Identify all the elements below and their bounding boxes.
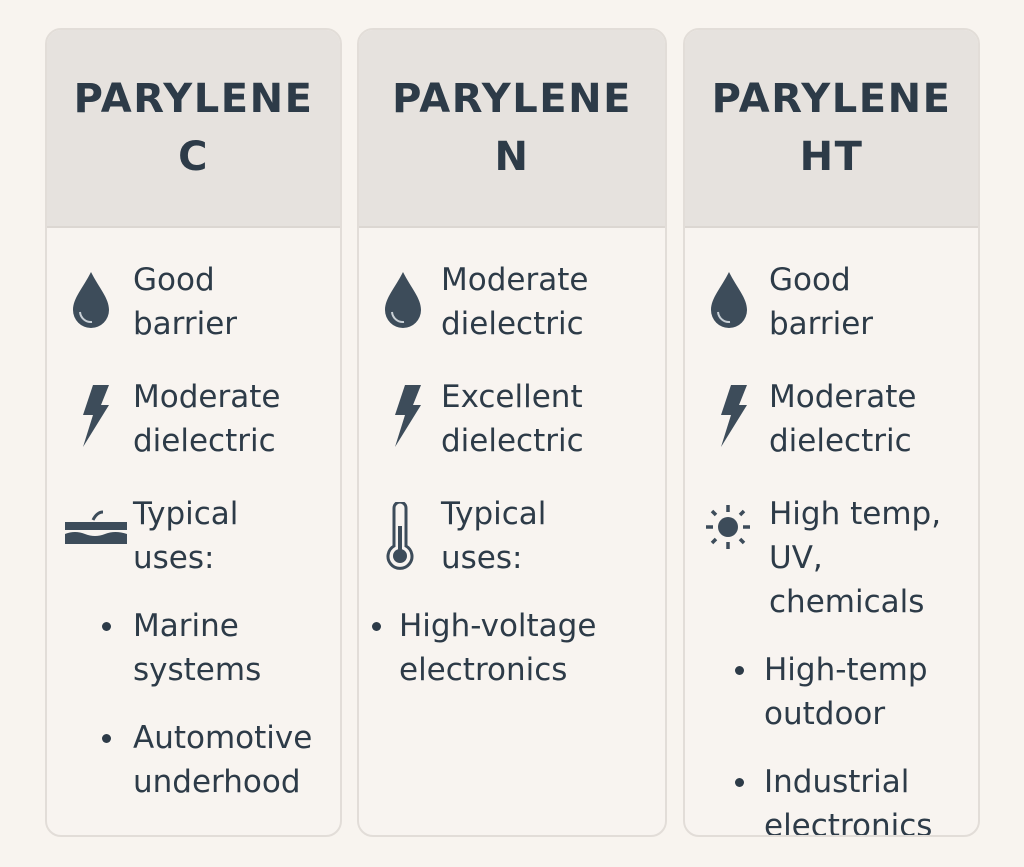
feature-text: Moderate bbox=[133, 379, 281, 415]
card-body: Good barrier Moderate dielectric High temp, U… bbox=[685, 228, 978, 837]
feature-text: Typical bbox=[441, 496, 547, 532]
bullet-icon bbox=[102, 734, 111, 743]
list-item-text: Automotive bbox=[133, 720, 313, 756]
card-header: PARYLENE N bbox=[359, 30, 665, 228]
uses-list: High-voltage electronics bbox=[359, 604, 665, 692]
bullet-icon bbox=[735, 778, 744, 787]
feature-text: dielectric bbox=[441, 423, 584, 459]
feature-text: uses: bbox=[133, 540, 215, 576]
card-header: PARYLENE HT bbox=[685, 30, 978, 228]
list-item: High-voltage electronics bbox=[359, 604, 665, 692]
water-drop-icon bbox=[69, 270, 113, 342]
bullet-icon bbox=[735, 666, 744, 675]
feature-item: High temp, UV, chemicals bbox=[685, 492, 978, 624]
card-column: PARYLENE C Good barrier Moderate dielectric Ty… bbox=[45, 28, 342, 837]
card-title: PARYLENE bbox=[392, 76, 632, 122]
card-column: PARYLENE N Moderate dielectric Excellent diel… bbox=[357, 28, 667, 837]
card-title: C bbox=[178, 134, 209, 180]
feature-text: UV, chemicals bbox=[769, 540, 925, 620]
lightning-icon bbox=[75, 383, 115, 461]
uses-list: High-temp outdoor Industrial electronics bbox=[685, 648, 978, 837]
feature-item: Moderate dielectric bbox=[47, 375, 340, 463]
feature-text: barrier bbox=[133, 306, 238, 342]
feature-text: Moderate bbox=[769, 379, 917, 415]
list-item-text: Marine bbox=[133, 608, 239, 644]
water-drop-icon bbox=[707, 270, 751, 342]
bullet-icon bbox=[372, 622, 381, 631]
feature-text: barrier bbox=[769, 306, 874, 342]
list-item-text: High-voltage bbox=[399, 608, 597, 644]
feature-item: Typical uses: bbox=[359, 492, 665, 580]
card-title: PARYLENE bbox=[711, 76, 952, 122]
thermometer-icon bbox=[383, 500, 417, 584]
water-drop-icon bbox=[381, 270, 425, 342]
card-title: HT bbox=[799, 134, 864, 180]
card-column: PARYLENE HT Good barrier Moderate dielectric H… bbox=[683, 28, 980, 837]
bullet-icon bbox=[102, 622, 111, 631]
feature-item: Good barrier bbox=[47, 258, 340, 346]
feature-item: Excellent dielectric bbox=[359, 375, 665, 463]
feature-item: Typical uses: bbox=[47, 492, 340, 580]
feature-text: dielectric bbox=[441, 306, 584, 342]
list-item-text: Industrial bbox=[764, 764, 910, 800]
lightning-icon bbox=[713, 383, 753, 461]
feature-text: Typical bbox=[133, 496, 239, 532]
list-item: Automotive underhood bbox=[47, 716, 340, 804]
list-item-text: underhood bbox=[133, 764, 301, 800]
uses-list: Marine systems Automotive underhood bbox=[47, 604, 340, 804]
feature-text: uses: bbox=[441, 540, 523, 576]
list-item: High-temp outdoor bbox=[685, 648, 978, 736]
layers-wave-icon bbox=[63, 510, 129, 562]
card-title: PARYLENE bbox=[73, 76, 314, 122]
feature-text: High temp, bbox=[769, 496, 942, 532]
list-item-text: electronics bbox=[764, 808, 933, 837]
feature-text: Good bbox=[769, 262, 851, 298]
feature-text: Excellent bbox=[441, 379, 583, 415]
card-body: Moderate dielectric Excellent dielectric Typ… bbox=[359, 228, 665, 692]
feature-text: dielectric bbox=[769, 423, 912, 459]
list-item-text: electronics bbox=[399, 652, 568, 688]
card-title: N bbox=[494, 134, 530, 180]
feature-text: Good bbox=[133, 262, 215, 298]
list-item-text: High-temp bbox=[764, 652, 928, 688]
list-item: Industrial electronics bbox=[685, 760, 978, 837]
card-header: PARYLENE C bbox=[47, 30, 340, 228]
sun-icon bbox=[705, 504, 751, 562]
feature-item: Moderate dielectric bbox=[359, 258, 665, 346]
list-item-text: systems bbox=[133, 652, 262, 688]
lightning-icon bbox=[387, 383, 427, 461]
feature-text: Moderate bbox=[441, 262, 589, 298]
feature-item: Good barrier bbox=[685, 258, 978, 346]
list-item-text: outdoor bbox=[764, 696, 886, 732]
list-item: Marine systems bbox=[47, 604, 340, 692]
card-body: Good barrier Moderate dielectric Typical uses… bbox=[47, 228, 340, 804]
feature-item: Moderate dielectric bbox=[685, 375, 978, 463]
feature-text: dielectric bbox=[133, 423, 276, 459]
